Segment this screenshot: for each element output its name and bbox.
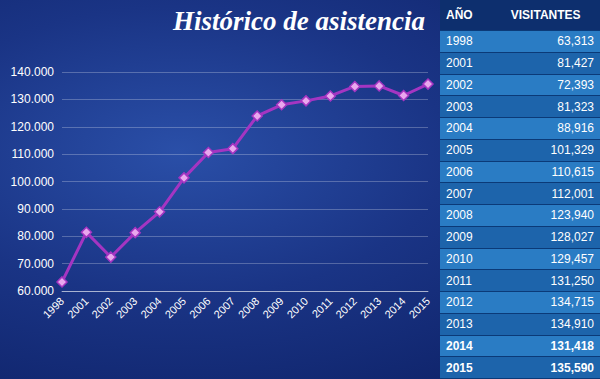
svg-text:2012: 2012 [333, 295, 359, 321]
html-text:129,457: 129,457 [550, 251, 594, 266]
svg-text:2015: 2015 [406, 295, 432, 321]
svg-text:2005: 2005 [162, 295, 188, 321]
html-text:81,427: 81,427 [557, 56, 594, 71]
html-text:63,313: 63,313 [557, 34, 594, 49]
html-text:2006: 2006 [446, 164, 473, 179]
html-text:112,001: 112,001 [551, 186, 594, 201]
svg-text:70.000: 70.000 [17, 257, 54, 271]
svg-text:90.000: 90.000 [17, 202, 54, 216]
html-text:2014: 2014 [446, 338, 473, 353]
svg-text:2002: 2002 [89, 295, 115, 321]
html-text:2011: 2011 [446, 273, 472, 288]
html-text:101,329: 101,329 [550, 143, 594, 158]
html-text:134,910: 134,910 [550, 317, 594, 332]
svg-text:2009: 2009 [260, 295, 286, 321]
svg-text:110.000: 110.000 [12, 147, 55, 161]
html-text:110,615: 110,615 [551, 164, 594, 179]
svg-text:100.000: 100.000 [11, 175, 55, 189]
svg-text:60.000: 60.000 [17, 284, 54, 298]
svg-text:2010: 2010 [284, 295, 310, 321]
svg-text:2014: 2014 [382, 295, 408, 321]
html-text:AÑO: AÑO [446, 8, 473, 22]
html-text:131,250: 131,250 [550, 273, 594, 288]
html-text:2001: 2001 [446, 56, 473, 71]
html-text:131,418: 131,418 [550, 338, 594, 353]
svg-text:2013: 2013 [358, 295, 384, 321]
svg-text:2008: 2008 [236, 295, 262, 321]
svg-text:2011: 2011 [309, 295, 334, 320]
html-text:VISITANTES: VISITANTES [510, 8, 581, 22]
html-text:2013: 2013 [446, 317, 473, 332]
svg-text:2003: 2003 [114, 295, 140, 321]
svg-text:120.000: 120.000 [11, 120, 55, 134]
html-text:2003: 2003 [446, 99, 473, 114]
svg-text:Histórico de asistencia: Histórico de asistencia [172, 6, 425, 36]
html-text:2002: 2002 [446, 77, 473, 92]
svg-text:2007: 2007 [211, 295, 237, 321]
svg-text:2006: 2006 [187, 295, 213, 321]
html-text:88,916: 88,916 [557, 121, 594, 136]
html-text:135,590: 135,590 [550, 360, 594, 375]
html-text:2004: 2004 [446, 121, 473, 136]
svg-text:2004: 2004 [138, 295, 164, 321]
html-text:2007: 2007 [446, 186, 473, 201]
html-text:128,027: 128,027 [550, 230, 594, 245]
html-text:2015: 2015 [446, 360, 473, 375]
svg-text:2001: 2001 [65, 295, 91, 321]
html-text:1998: 1998 [446, 34, 473, 49]
html-text:134,715: 134,715 [550, 295, 594, 310]
html-text:72,393: 72,393 [557, 77, 594, 92]
html-text:2010: 2010 [446, 251, 473, 266]
html-text:2009: 2009 [446, 230, 473, 245]
svg-text:80.000: 80.000 [17, 229, 54, 243]
html-text:81,323: 81,323 [557, 99, 594, 114]
html-text:2012: 2012 [446, 295, 473, 310]
html-text:123,940: 123,940 [550, 208, 594, 223]
svg-text:1998: 1998 [40, 295, 66, 321]
html-text:2008: 2008 [446, 208, 473, 223]
svg-text:130.000: 130.000 [11, 92, 55, 106]
svg-text:140.000: 140.000 [11, 65, 55, 79]
html-text:2005: 2005 [446, 143, 473, 158]
